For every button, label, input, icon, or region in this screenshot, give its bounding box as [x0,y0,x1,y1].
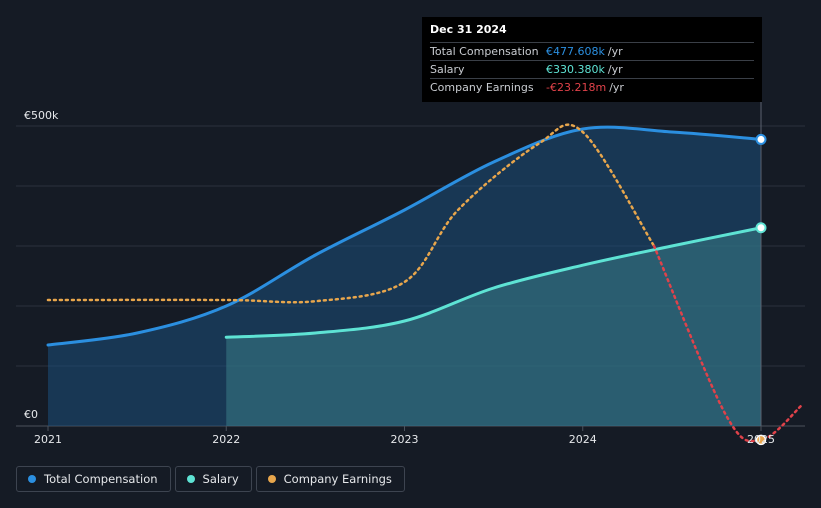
tooltip-value: €330.380k [546,63,605,76]
company-earnings-negative-line [652,244,804,443]
x-tick-label: 2025 [747,433,775,446]
tooltip-unit: /yr [609,81,624,94]
x-tick-label: 2023 [391,433,419,446]
company-earnings-line [46,123,656,304]
tooltip-row-salary: Salary €330.380k /yr [430,60,754,78]
legend-dot-icon [28,475,36,483]
y-tick-label: €0 [24,408,38,421]
legend-label: Salary [202,472,239,486]
tooltip-value: €477.608k [546,45,605,58]
series-areas [48,127,761,427]
series-lines [46,123,804,443]
total-compensation-marker [755,133,767,145]
tooltip-label: Total Compensation [430,45,539,58]
legend-dot-icon [186,475,195,483]
company-earnings-marker [755,434,767,446]
tooltip-unit: /yr [607,63,623,76]
x-axis: 2021 2022 2023 2024 2025 [34,426,775,446]
x-tick-label: 2024 [569,433,597,446]
legend-item-salary[interactable]: Salary [174,466,252,492]
tooltip: Dec 31 2024 Total Compensation €477.608k… [422,17,762,102]
tooltip-label: Salary [430,63,465,76]
legend-label: Company Earnings [283,472,392,486]
tooltip-value: -€23.218m [546,81,607,94]
total-compensation-line [46,125,763,347]
tooltip-unit: /yr [607,45,623,58]
legend-label: Total Compensation [44,472,158,486]
legend-item-company-earnings[interactable]: Company Earnings [255,466,405,492]
tooltip-row-total-compensation: Total Compensation €477.608k /yr [430,42,754,60]
tooltip-date: Dec 31 2024 [430,23,507,36]
legend-dot-icon [267,475,276,483]
salary-line [224,226,763,339]
tooltip-label: Company Earnings [430,81,534,94]
x-tick-label: 2021 [34,433,62,446]
series-markers [755,133,767,446]
y-axis: €0 €500k [24,109,59,421]
salary-marker [755,222,767,234]
salary-area [226,227,761,426]
y-tick-label: €500k [24,109,59,122]
tooltip-row-company-earnings: Company Earnings -€23.218m /yr [430,78,754,96]
x-tick-label: 2022 [212,433,240,446]
legend-item-total-compensation[interactable]: Total Compensation [16,466,171,492]
legend: Total Compensation Salary Company Earnin… [16,466,405,492]
